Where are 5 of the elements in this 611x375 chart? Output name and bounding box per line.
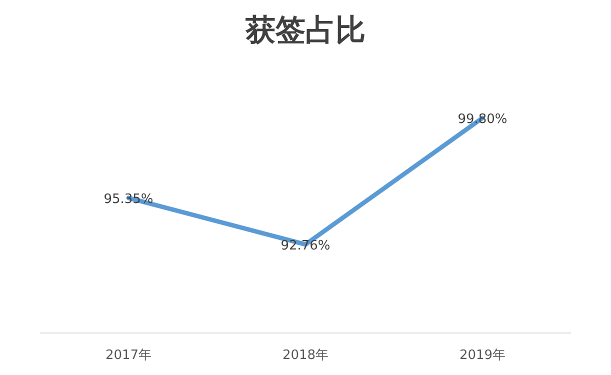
chart-title: 获签占比 [244,13,366,48]
data-label: 92.76% [280,238,330,254]
x-tick-label: 2018年 [282,348,329,363]
x-tick-label: 2019年 [459,348,506,363]
x-tick-label: 2017年 [105,348,152,363]
